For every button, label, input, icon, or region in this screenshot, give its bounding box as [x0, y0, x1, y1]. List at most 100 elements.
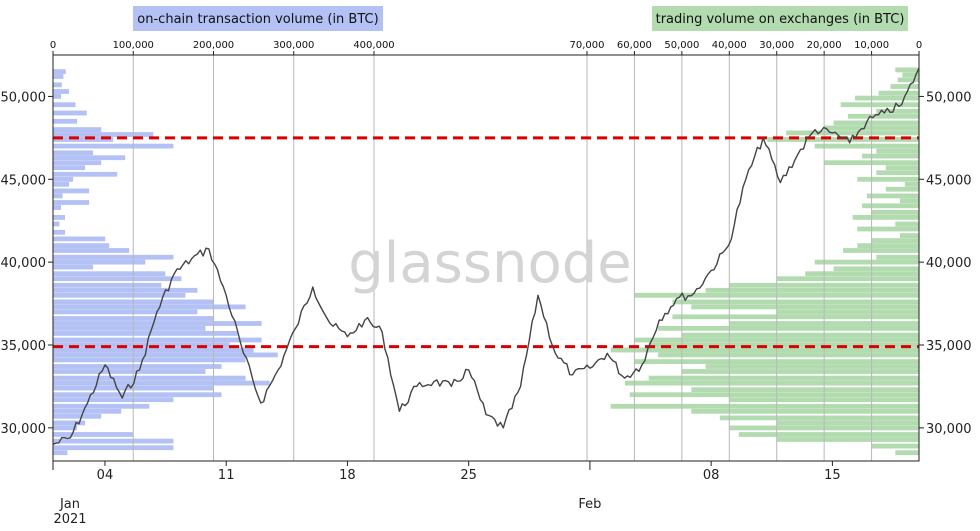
top-tick-label: 200,000 [193, 40, 234, 51]
volume-bar-right [871, 443, 919, 449]
volume-bar-right [885, 165, 919, 171]
volume-bar-left [53, 450, 68, 456]
volume-bar-left [53, 215, 65, 220]
legend-left-label: on-chain transaction volume (in BTC) [137, 12, 378, 27]
x-tick-label: 04 [97, 468, 114, 483]
volume-bar-right [900, 233, 919, 238]
volume-bar-left [53, 132, 154, 137]
volume-bar-right [767, 137, 919, 142]
volume-bar-left [53, 205, 61, 210]
volume-bar-left [53, 229, 65, 235]
volume-bar-right [658, 326, 919, 331]
volume-bar-right [855, 95, 919, 101]
volume-bar-right [904, 181, 919, 187]
volume-bar-left [53, 94, 61, 99]
volume-bar-left [53, 127, 102, 132]
volume-bar-right [658, 352, 919, 358]
volume-bar-left [53, 82, 62, 88]
y-tick-label: 45,000 [926, 173, 972, 188]
volume-bar-left [53, 357, 246, 363]
volume-bar-left [53, 118, 78, 124]
top-tick-label: 40,000 [712, 40, 747, 51]
volume-bar-left [53, 364, 222, 369]
volume-bar-right [691, 408, 919, 414]
volume-bar-left [53, 380, 270, 386]
y-tick-label: 35,000 [1, 339, 47, 354]
volume-bar-left [53, 337, 262, 343]
volume-bar-left [53, 287, 198, 293]
volume-bar-right [847, 113, 919, 119]
volume-bar-left [53, 309, 198, 315]
volume-bar-left [53, 160, 102, 166]
volume-bar-right [610, 403, 919, 409]
volume-bar-left [53, 413, 102, 419]
volume-bar-right [786, 130, 919, 136]
volume-bar-right [862, 153, 919, 159]
volume-bar-left [53, 438, 174, 444]
volume-bar-left [53, 425, 78, 431]
volume-bar-right [895, 450, 919, 456]
top-tick-label: 50,000 [664, 40, 699, 51]
top-tick-label: 10,000 [854, 40, 889, 51]
volume-bar-right [705, 287, 919, 293]
volume-bar-left [53, 200, 90, 205]
volume-bar-left [53, 264, 94, 270]
volume-bar-left [53, 259, 146, 265]
volume-bar-left [53, 188, 90, 194]
top-tick-label: 300,000 [273, 40, 314, 51]
volume-bar-left [53, 221, 60, 227]
volume-bar-left [53, 176, 74, 182]
volume-bar-right [900, 198, 919, 204]
volume-bar-right [852, 215, 919, 220]
top-axis: 0 100,000 200,000 300,000 400,000 70,000 60,00… [50, 40, 922, 55]
volume-bar-right [890, 84, 919, 89]
volume-bar-left [53, 110, 87, 116]
volume-bar-left [53, 248, 130, 253]
volume-bar-right [691, 304, 919, 310]
volume-bar-left [53, 254, 174, 260]
y-tick-label: 35,000 [926, 339, 972, 354]
vertical-gridlines [132, 55, 873, 461]
volume-bar-right [672, 299, 919, 305]
volume-bar-right [897, 77, 919, 83]
volume-bar-right [878, 90, 919, 96]
volume-bar-left [53, 432, 134, 437]
volume-bar-right [776, 437, 919, 442]
volume-bar-right [840, 102, 919, 108]
reference-lines [53, 136, 919, 349]
volume-bar-right [902, 72, 919, 78]
top-tick-label: 30,000 [759, 40, 794, 51]
volume-bar-right [776, 276, 919, 282]
volume-bar-left [53, 271, 166, 277]
volume-bar-right [857, 243, 919, 248]
volume-bar-right [805, 271, 919, 277]
volume-bar-left [53, 331, 238, 336]
volume-bar-right [629, 392, 919, 398]
volume-bar-left [53, 276, 182, 282]
top-tick-label: 0 [916, 40, 922, 51]
volume-bar-left [53, 102, 76, 108]
volume-bar-right [648, 375, 919, 381]
y-tick-label: 30,000 [1, 422, 47, 437]
x-tick-label: 11 [218, 468, 235, 483]
volume-bar-right [871, 238, 919, 243]
volume-bar-right [776, 420, 919, 426]
y-tick-label: 50,000 [926, 90, 972, 105]
y-tick-label: 45,000 [1, 173, 47, 188]
volume-bar-right [876, 108, 919, 114]
volume-bar-left [53, 282, 162, 288]
volume-bar-right [624, 380, 919, 386]
volume-bar-left [53, 403, 150, 409]
volume-bar-right [895, 221, 919, 227]
volume-bar-right [833, 120, 919, 126]
y-tick-label: 40,000 [926, 256, 972, 271]
volume-bar-left [53, 89, 69, 94]
volume-bar-left [53, 342, 230, 348]
volume-bar-right [610, 347, 919, 353]
volume-bar-left [53, 165, 86, 171]
y-tick-label: 30,000 [926, 422, 972, 437]
volume-bar-left [53, 408, 122, 414]
top-tick-label: 100,000 [113, 40, 154, 51]
volume-bar-left [53, 326, 206, 331]
